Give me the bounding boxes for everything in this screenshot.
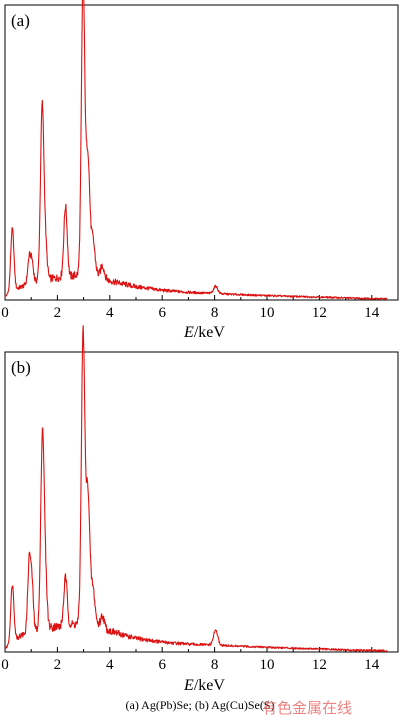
x-tick-label: 12	[312, 657, 327, 673]
x-tick-label: 0	[1, 657, 9, 673]
spectrum-panel-b: 0 2 4 6 8 10 12 14 E/keV (b)	[1, 325, 399, 694]
x-tick-label: 8	[211, 657, 219, 673]
x-tick-label: 6	[158, 305, 166, 321]
x-tick-label: 8	[211, 305, 219, 321]
x-tick-label: 10	[260, 305, 275, 321]
panel-label: (a)	[11, 11, 30, 30]
x-axis-label: E/keV	[183, 677, 225, 694]
spectrum-panel-a: 0 2 4 6 8 10 12 14 E/keV (a)	[1, 0, 399, 341]
x-tick-label: 6	[158, 657, 166, 673]
x-tick-label: 14	[364, 657, 380, 673]
x-tick-label: 4	[106, 305, 114, 321]
x-tick-label: 2	[54, 305, 62, 321]
x-tick-label: 2	[54, 657, 62, 673]
x-tick-label: 12	[312, 305, 327, 321]
x-tick-label: 10	[260, 657, 275, 673]
spectrum-line	[4, 325, 388, 652]
x-axis-label: E/keV	[183, 324, 225, 341]
figure-caption: (a) Ag(Pb)Se; (b) Ag(Cu)Se(S)	[125, 698, 275, 712]
x-tick-label: 4	[106, 657, 114, 673]
spectrum-line	[4, 0, 388, 300]
panel-label: (b)	[11, 358, 31, 377]
watermark-text: 有色金属在线	[262, 699, 353, 717]
x-tick-label: 0	[1, 305, 9, 321]
x-tick-label: 14	[364, 305, 380, 321]
plot-frame	[4, 351, 399, 653]
plot-frame	[4, 4, 399, 301]
